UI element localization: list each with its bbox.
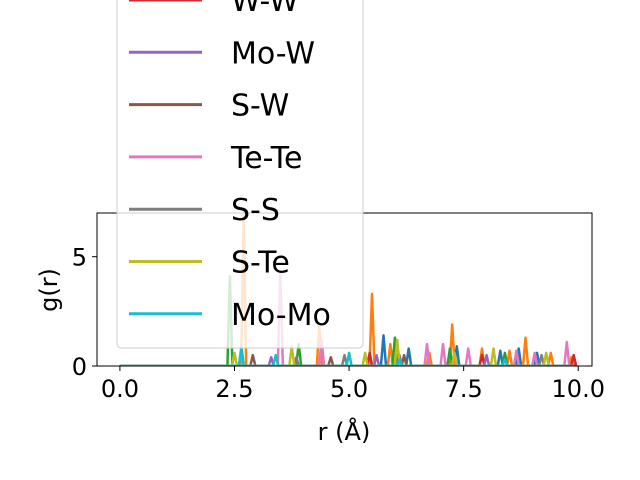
- x-axis: 0.0 2.5 5.0 7.5 10.0: [101, 366, 605, 403]
- x-tick-label: 5.0: [330, 375, 368, 403]
- series-layer: [119, 213, 578, 366]
- x-tick-label: 10.0: [552, 375, 605, 403]
- x-axis-label: r (Å): [318, 417, 371, 446]
- x-tick-label: 7.5: [445, 375, 483, 403]
- y-tick-label: 5: [72, 244, 87, 272]
- series-line-mo-mo: [119, 345, 574, 366]
- series-line-s-w: [119, 353, 574, 366]
- legend: W-W Mo-W S-W Te-Te S-S S-Te Mo-Mo: [116, 0, 364, 349]
- series-line-mo-w: [119, 353, 574, 366]
- series-line-s-s: [119, 353, 574, 366]
- x-tick-label: 0.0: [101, 375, 139, 403]
- legend-entries: W-W Mo-W S-W Te-Te S-S S-Te Mo-Mo: [129, 0, 331, 333]
- series-line-te-te: [119, 270, 574, 366]
- legend-label-mo-mo: Mo-Mo: [231, 298, 331, 333]
- series-line-w-w: [119, 351, 578, 366]
- legend-label-mo-w: Mo-W: [231, 36, 315, 71]
- series-line-s-te: [119, 338, 574, 366]
- y-axis: 05: [72, 244, 97, 381]
- y-tick-label: 0: [72, 353, 87, 381]
- legend-label-s-te: S-Te: [231, 246, 290, 281]
- legend-label-te-te: Te-Te: [230, 141, 302, 176]
- legend-label-s-s: S-S: [231, 193, 280, 228]
- legend-label-w-w: W-W: [231, 0, 299, 19]
- y-axis-label: g(r): [35, 268, 63, 312]
- legend-label-s-w: S-W: [231, 89, 289, 124]
- x-tick-label: 2.5: [215, 375, 253, 403]
